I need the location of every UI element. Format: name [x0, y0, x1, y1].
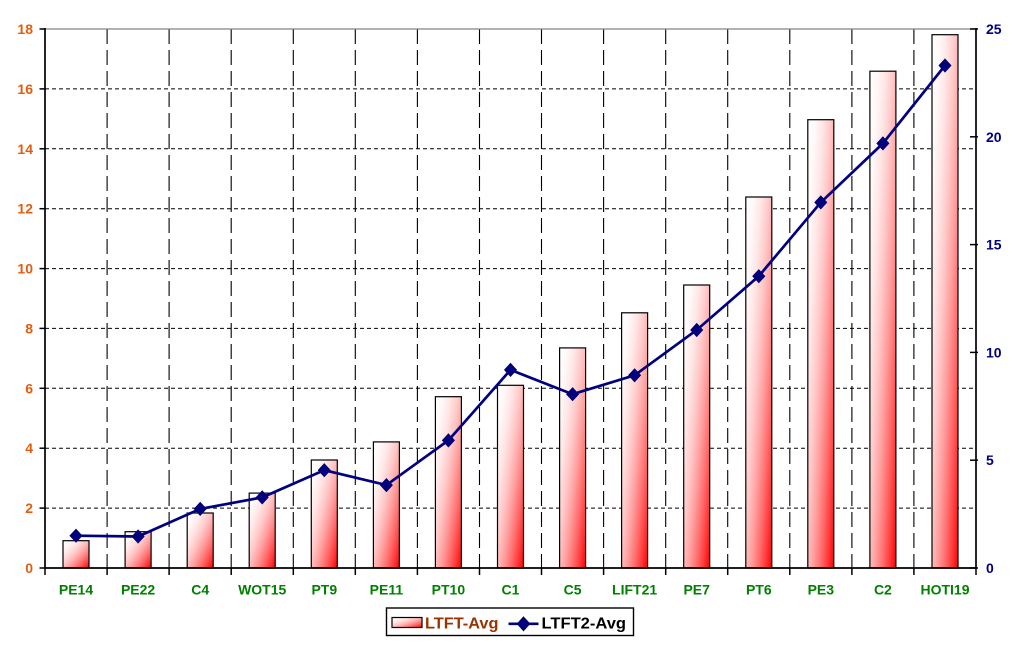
svg-text:0: 0 — [25, 560, 33, 576]
svg-text:WOT15: WOT15 — [238, 582, 286, 598]
svg-text:8: 8 — [25, 320, 33, 336]
svg-text:6: 6 — [25, 380, 33, 396]
svg-text:C2: C2 — [874, 582, 892, 598]
svg-text:18: 18 — [17, 21, 33, 37]
svg-text:C5: C5 — [564, 582, 582, 598]
svg-text:0: 0 — [986, 560, 994, 576]
svg-text:PE3: PE3 — [808, 582, 835, 598]
svg-text:HOTI19: HOTI19 — [920, 582, 969, 598]
svg-text:16: 16 — [17, 81, 33, 97]
svg-text:25: 25 — [986, 21, 1002, 37]
svg-text:PT6: PT6 — [746, 582, 772, 598]
svg-text:15: 15 — [986, 237, 1002, 253]
svg-text:C1: C1 — [502, 582, 520, 598]
svg-text:PE14: PE14 — [59, 582, 93, 598]
svg-text:2: 2 — [25, 500, 33, 516]
svg-text:20: 20 — [986, 129, 1002, 145]
svg-text:PE11: PE11 — [370, 582, 404, 598]
svg-text:LTFT-Avg: LTFT-Avg — [425, 616, 499, 633]
svg-text:PE7: PE7 — [683, 582, 710, 598]
svg-text:PE22: PE22 — [121, 582, 155, 598]
svg-text:14: 14 — [17, 141, 33, 157]
svg-text:LIFT21: LIFT21 — [612, 582, 657, 598]
svg-text:10: 10 — [17, 261, 33, 277]
svg-text:10: 10 — [986, 344, 1002, 360]
svg-text:4: 4 — [25, 440, 33, 456]
svg-text:5: 5 — [986, 452, 994, 468]
svg-text:LTFT2-Avg: LTFT2-Avg — [542, 616, 627, 633]
svg-text:C4: C4 — [191, 582, 209, 598]
svg-text:PT10: PT10 — [432, 582, 466, 598]
svg-text:PT9: PT9 — [311, 582, 337, 598]
svg-text:12: 12 — [17, 201, 33, 217]
